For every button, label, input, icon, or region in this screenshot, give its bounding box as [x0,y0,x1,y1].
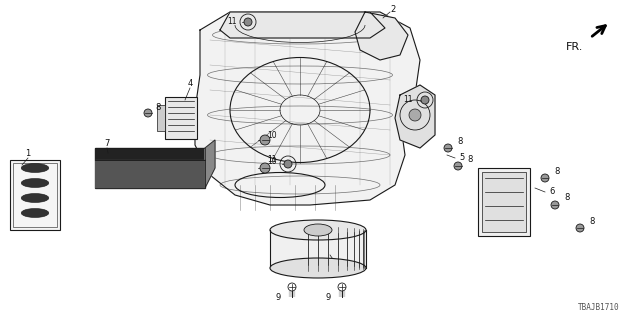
Circle shape [409,109,421,121]
Text: 8: 8 [564,194,570,203]
Bar [482,172,526,232]
Circle shape [260,163,270,173]
Text: 8: 8 [554,167,560,177]
Circle shape [444,144,452,152]
Text: 2: 2 [390,5,396,14]
Text: 9: 9 [325,293,331,302]
Polygon shape [195,12,420,205]
Circle shape [541,174,549,182]
Ellipse shape [21,164,49,172]
Text: 10: 10 [267,157,277,166]
Ellipse shape [21,209,49,218]
Polygon shape [95,160,205,188]
Bar [270,230,366,268]
Text: FR.: FR. [566,42,583,52]
Circle shape [144,109,152,117]
Circle shape [284,160,292,168]
Text: 8: 8 [458,138,463,147]
Bar [157,105,165,131]
Polygon shape [205,140,215,188]
Polygon shape [355,12,408,60]
Text: 9: 9 [275,293,280,302]
Text: 11: 11 [227,18,237,27]
Text: 11: 11 [268,156,276,164]
Text: TBAJB1710: TBAJB1710 [579,303,620,312]
Text: 8: 8 [156,103,161,113]
Ellipse shape [270,220,366,240]
Bar [478,168,530,236]
Ellipse shape [21,179,49,188]
Circle shape [244,18,252,26]
Text: 8: 8 [589,218,595,227]
Circle shape [421,96,429,104]
Text: 6: 6 [549,188,555,196]
Circle shape [454,162,462,170]
Bar [165,97,197,139]
Ellipse shape [270,258,366,278]
Ellipse shape [304,224,332,236]
Text: 3: 3 [332,263,338,273]
Text: 7: 7 [104,139,109,148]
Ellipse shape [21,194,49,203]
Polygon shape [395,85,435,148]
Circle shape [551,201,559,209]
Text: 1: 1 [26,149,31,158]
Text: 11: 11 [403,95,413,105]
Bar [10,160,60,230]
Text: 4: 4 [188,79,193,89]
Circle shape [576,224,584,232]
Polygon shape [95,148,205,160]
Text: 10: 10 [267,131,277,140]
Text: 8: 8 [467,156,473,164]
Polygon shape [220,12,385,38]
Bar [13,163,57,227]
Circle shape [260,135,270,145]
Text: 5: 5 [460,154,465,163]
